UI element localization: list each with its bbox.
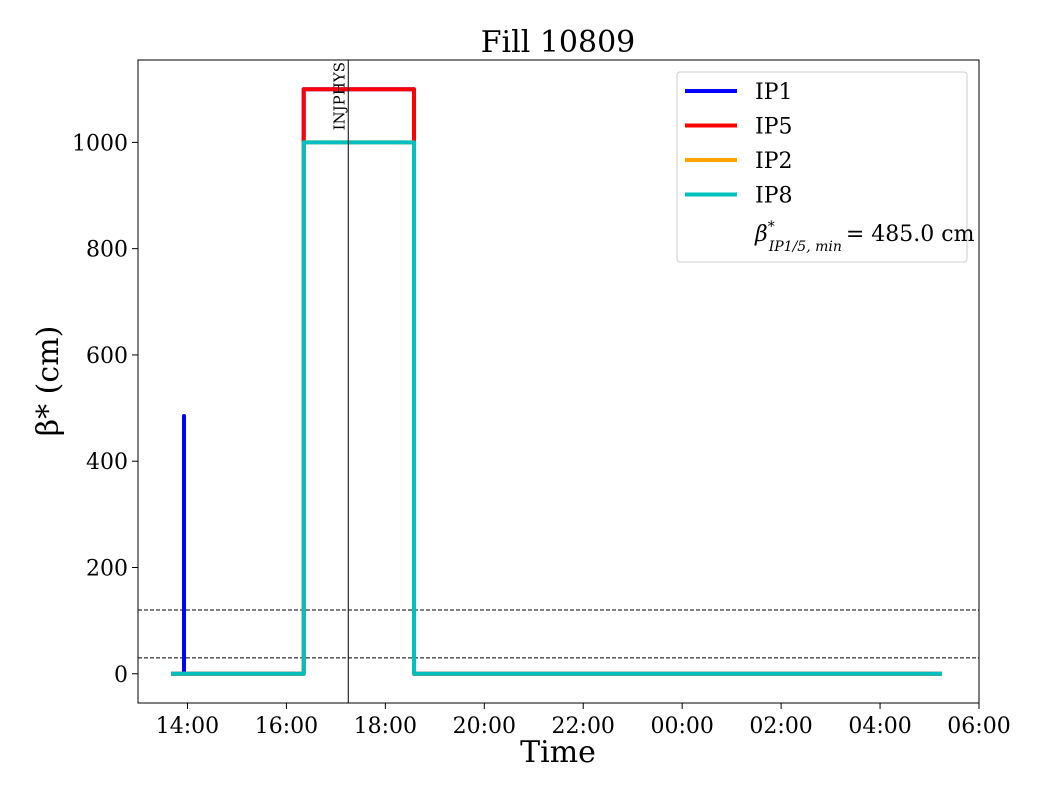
series-line-ip8	[171, 140, 942, 676]
legend-items: IP1 IP5 IP2 IP8	[685, 80, 793, 209]
y-axis-label: β* (cm)	[31, 326, 66, 437]
legend-label-ip1: IP1	[755, 80, 793, 105]
y-tick-label: 600	[86, 344, 128, 369]
legend-label-ip5: IP5	[755, 115, 793, 140]
y-tick-label: 400	[86, 450, 128, 475]
legend-beta-sub: IP1/5, min	[768, 239, 842, 255]
y-tick-label: 1000	[72, 131, 128, 156]
y-tick-label: 800	[86, 238, 128, 263]
legend-beta-symbol: β	[754, 222, 768, 247]
y-tick-label: 0	[114, 663, 128, 688]
x-axis-label: Time	[520, 735, 596, 770]
reference-vlines: INJPHYS	[330, 60, 349, 703]
legend-label-ip8: IP8	[755, 184, 793, 209]
chart-title: Fill 10809	[481, 25, 636, 60]
reference-hlines	[138, 609, 979, 659]
legend-box	[676, 71, 968, 263]
legend: IP1 IP5 IP2 IP8 β* IP1/5, min = 485.0 cm	[676, 71, 975, 263]
legend-beta-value: = 485.0 cm	[846, 222, 975, 247]
x-tick-label: 18:00	[354, 714, 417, 739]
x-tick-label: 22:00	[552, 714, 615, 739]
x-tick-label: 04:00	[848, 714, 911, 739]
plot-frame	[137, 59, 980, 704]
x-tick-label: 20:00	[453, 714, 516, 739]
x-tick-label: 16:00	[255, 714, 318, 739]
x-tick-label: 06:00	[947, 714, 1010, 739]
x-tick-label: 14:00	[156, 714, 219, 739]
plot-area: INJPHYS	[137, 59, 980, 704]
legend-beta-sup: *	[768, 219, 775, 235]
x-tick-label: 00:00	[650, 714, 713, 739]
y-tick-label: 200	[86, 556, 128, 581]
series-layer	[171, 87, 942, 676]
y-axis: 0 200 400 600 800 1000	[72, 131, 138, 688]
legend-label-ip2: IP2	[755, 149, 793, 174]
mode-marker-label: INJPHYS	[330, 62, 348, 130]
x-tick-label: 02:00	[749, 714, 812, 739]
x-axis: 14:00 16:00 18:00 20:00 22:00 00:00 02:00 04:00…	[156, 703, 1011, 739]
legend-beta-min: β* IP1/5, min = 485.0 cm	[754, 219, 975, 255]
